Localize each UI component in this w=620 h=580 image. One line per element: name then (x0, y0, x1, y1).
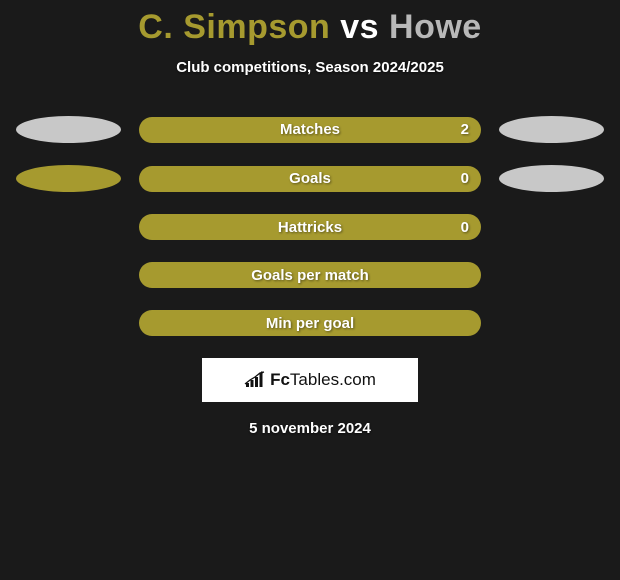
logo-suffix: Tables.com (290, 370, 376, 389)
stat-label: Min per goal (266, 315, 354, 332)
stat-bar: Min per goal (139, 310, 481, 336)
logo-prefix: Fc (270, 370, 290, 389)
stat-label: Hattricks (278, 219, 342, 236)
player1-marker (16, 116, 121, 143)
logo-text: FcTables.com (270, 370, 376, 390)
title-player1: C. Simpson (138, 8, 330, 46)
stat-value: 0 (461, 219, 469, 236)
stat-row: Goals 0 (0, 165, 620, 192)
stat-row: Matches 2 (0, 116, 620, 143)
infographic-container: C. Simpson vs Howe Club competitions, Se… (0, 0, 620, 437)
player2-marker (499, 116, 604, 143)
stat-row: Hattricks 0 (0, 214, 620, 240)
stat-row: Min per goal (0, 310, 620, 336)
stat-label: Matches (280, 121, 340, 138)
stat-row: Goals per match (0, 262, 620, 288)
date-label: 5 november 2024 (0, 420, 620, 437)
stat-label: Goals (289, 170, 331, 187)
stat-bar: Hattricks 0 (139, 214, 481, 240)
bar-chart-icon (244, 371, 266, 389)
stat-bar: Goals 0 (139, 166, 481, 192)
stat-bar: Matches 2 (139, 117, 481, 143)
stat-rows: Matches 2 Goals 0 Hattricks 0 Goals per match M… (0, 116, 620, 336)
fctables-logo-box: FcTables.com (202, 358, 418, 402)
stat-bar: Goals per match (139, 262, 481, 288)
page-title: C. Simpson vs Howe (0, 8, 620, 47)
subtitle: Club competitions, Season 2024/2025 (0, 59, 620, 76)
title-vs: vs (330, 8, 389, 46)
stat-label: Goals per match (251, 267, 369, 284)
stat-value: 2 (461, 121, 469, 138)
title-player2: Howe (389, 8, 482, 46)
player1-marker (16, 165, 121, 192)
stat-value: 0 (461, 170, 469, 187)
player2-marker (499, 165, 604, 192)
